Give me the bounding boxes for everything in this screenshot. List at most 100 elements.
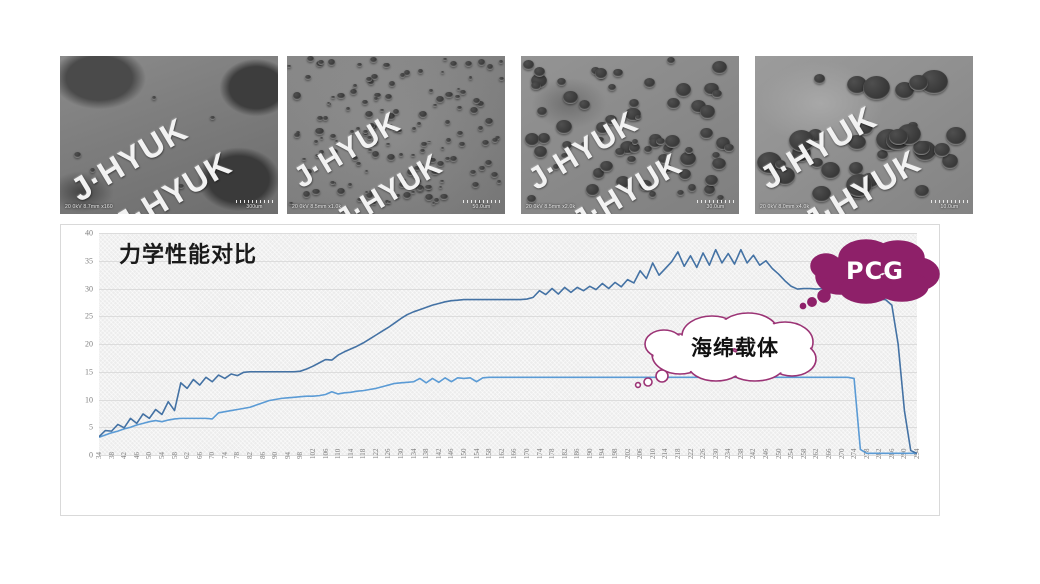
sem-pore (477, 126, 483, 131)
sem-pore (486, 64, 494, 71)
sem-pore (594, 68, 608, 79)
sem-pore (459, 142, 465, 148)
sem-pore (497, 180, 501, 184)
chart-y-tick: 25 (85, 311, 93, 321)
sem-pore (562, 141, 572, 150)
sem-caption-left-2: 20 0kV 8.5mm x1.0k (292, 204, 342, 210)
sem-pore (398, 152, 404, 157)
sem-pore (374, 92, 381, 98)
sem-pore (563, 91, 578, 104)
sem-pore (364, 111, 373, 119)
sem-pore (908, 74, 929, 92)
sem-field-1 (60, 56, 278, 214)
sem-pore (402, 191, 411, 199)
sem-pore (479, 166, 485, 171)
sem-pore (373, 96, 378, 101)
sem-pore (774, 166, 796, 185)
sem-scalebar-3: 30.0um (697, 200, 734, 210)
sem-pore (533, 146, 548, 159)
sem-pore (712, 60, 727, 74)
sem-pore (367, 79, 375, 86)
sem-pore (368, 148, 373, 153)
sem-pore (312, 188, 320, 196)
sem-pore (717, 195, 725, 202)
sem-pore (449, 156, 457, 163)
sem-pore (411, 154, 415, 158)
sem-pore (666, 97, 680, 110)
sem-pore (443, 57, 447, 61)
sem-pore (388, 81, 396, 88)
sem-pore (705, 174, 718, 186)
sem-scalebar-4: 10.0um (931, 200, 968, 210)
sem-pore (613, 68, 623, 78)
sem-pore (302, 191, 311, 198)
sem-caption-left-1: 20 0kV 8.7mm x160 (65, 204, 113, 210)
sem-pore (438, 185, 443, 189)
sem-pore (484, 159, 492, 166)
sem-pore (425, 184, 432, 191)
sem-pore (365, 192, 374, 200)
sem-pore (431, 202, 436, 206)
sem-pore (592, 168, 605, 179)
sem-pore (392, 109, 400, 115)
sem-pore (615, 148, 625, 157)
chart-y-tick: 35 (85, 256, 93, 266)
sem-pore (774, 159, 786, 169)
sem-pore (471, 181, 480, 189)
sem-pore (440, 193, 448, 201)
sem-pore (560, 152, 568, 160)
sem-pore (313, 139, 319, 144)
sem-pore (307, 56, 314, 63)
sem-pore (552, 164, 559, 170)
sem-pore (556, 120, 572, 135)
sem-pore (319, 137, 323, 140)
chart-line-sponge (99, 377, 917, 453)
sem-pore (319, 150, 325, 155)
sem-pore (372, 201, 377, 205)
sem-scalebar-1: 300um (236, 200, 273, 210)
callout-pcg-label: PCG (846, 257, 904, 285)
sem-pore (364, 169, 369, 173)
sem-pore (820, 162, 840, 180)
chart-gridline (99, 455, 917, 456)
chart-y-tick: 20 (85, 339, 93, 349)
sem-pore (812, 185, 832, 203)
sem-caption-1: 20 0kV 8.7mm x160 300um (65, 200, 273, 210)
chart-gridline (99, 427, 917, 429)
sem-pore (450, 61, 458, 68)
sem-pore (414, 166, 421, 172)
sem-pore (368, 189, 375, 195)
sem-pore (557, 78, 567, 87)
sem-pore (616, 176, 631, 189)
sem-pore (678, 169, 691, 180)
sem-pore (934, 142, 950, 157)
sem-pore (724, 143, 735, 153)
sem-pore (305, 74, 312, 80)
sem-pore (608, 84, 616, 92)
sem-scale-ticks-4 (931, 200, 968, 203)
sem-pore (605, 115, 617, 126)
chart-y-tick: 5 (89, 422, 93, 432)
chart-gridline (99, 371, 917, 373)
sem-pores-4 (755, 56, 973, 214)
sem-scale-ticks-2 (463, 200, 500, 203)
sem-pore (945, 126, 967, 145)
sem-pore (317, 59, 324, 66)
sem-pore (468, 76, 473, 80)
sem-pore (711, 151, 720, 160)
sem-pore (388, 124, 394, 129)
sem-pore (357, 63, 362, 68)
sem-pore (379, 108, 384, 113)
sem-pore (481, 139, 490, 147)
sem-pore (416, 186, 423, 192)
sem-pore (658, 153, 671, 165)
sem-pore (675, 83, 692, 97)
sem-pore (336, 187, 346, 195)
sem-pore (643, 77, 656, 88)
sem-pore (349, 129, 355, 134)
sem-pore (419, 164, 425, 169)
sem-pore (315, 153, 321, 158)
sem-pore (437, 160, 445, 168)
sem-pore (494, 136, 500, 141)
sem-pore (889, 128, 909, 146)
